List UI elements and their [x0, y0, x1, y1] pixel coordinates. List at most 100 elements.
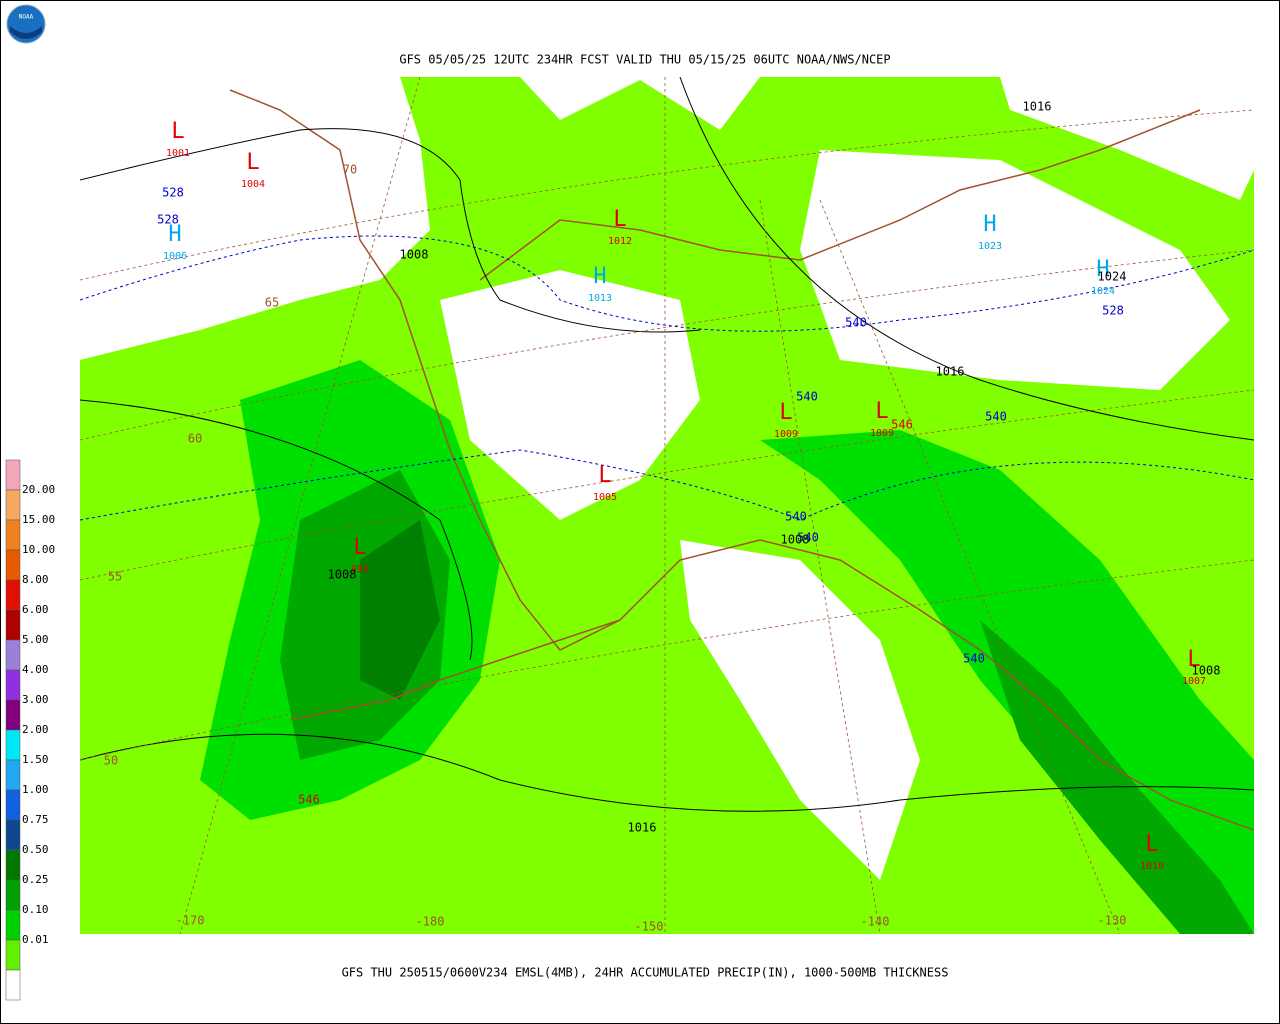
legend-label: 15.00 — [22, 513, 55, 526]
low-pressure: 1005 — [593, 492, 617, 503]
legend-label: 1.50 — [22, 753, 49, 766]
legend-label: 20.00 — [22, 483, 55, 496]
latitude-label: 50 — [104, 754, 118, 768]
longitude-label: -140 — [861, 915, 890, 929]
noaa-logo: NOAA — [6, 4, 46, 44]
latitude-line — [80, 249, 1254, 441]
dry-area — [800, 150, 1230, 390]
low-symbol: L — [598, 463, 611, 488]
precip-heavy — [980, 620, 1254, 934]
thickness-label: 540 — [796, 390, 818, 404]
longitude-label: -180 — [416, 915, 445, 929]
longitude-label: -150 — [635, 920, 664, 934]
longitude-line — [819, 199, 1121, 934]
low-pressure: 1004 — [241, 179, 265, 190]
map-area — [80, 77, 1254, 934]
low-symbol: L — [1187, 647, 1200, 672]
legend-swatch — [5, 909, 21, 941]
legend-swatch — [5, 969, 21, 1001]
isobar — [679, 77, 1254, 441]
legend-label: 0.25 — [22, 873, 49, 886]
dry-area — [80, 110, 230, 290]
longitude-label: -170 — [176, 914, 205, 928]
graticule — [80, 77, 1254, 934]
longitude-line — [759, 199, 881, 934]
thickness-label: 540 — [785, 510, 807, 524]
latitude-line — [80, 559, 1254, 761]
isobar — [80, 733, 1254, 812]
latitude-line — [80, 389, 1254, 581]
coastline — [229, 89, 1254, 831]
legend-swatch — [5, 459, 21, 491]
high-pressure: 1024 — [1091, 286, 1115, 297]
low-pressure: 1009 — [774, 429, 798, 440]
low-symbol: L — [779, 400, 792, 425]
thickness-label: 540 — [963, 652, 985, 666]
thickness-label: 528 — [157, 213, 179, 227]
legend-swatch — [5, 669, 21, 701]
legend-swatch — [5, 609, 21, 641]
legend-swatch — [5, 729, 21, 761]
longitude-line — [179, 77, 421, 934]
latitude-label: 65 — [265, 296, 279, 310]
low-pressure: 1009 — [870, 428, 894, 439]
precip-heaviest — [360, 520, 440, 700]
legend-label: 0.50 — [22, 843, 49, 856]
legend-swatch — [5, 489, 21, 521]
low-symbol: L — [613, 207, 626, 232]
legend-swatch — [5, 699, 21, 731]
isobar-label: 1016 — [936, 365, 965, 379]
legend-label: 3.00 — [22, 693, 49, 706]
isobar-label: 1008 — [328, 568, 357, 582]
coastline — [479, 109, 1201, 281]
legend: 20.00 15.00 10.00 8.00 6.00 5.00 4.00 3.00 2.00 1… — [5, 459, 55, 1001]
low-pressure: 999 — [351, 564, 369, 575]
map-caption: GFS THU 250515/0600V234 EMSL(4MB), 24HR … — [342, 966, 949, 980]
low-symbol: L — [1145, 832, 1158, 857]
thickness-line — [80, 235, 1254, 332]
low-pressure: 1001 — [166, 148, 190, 159]
legend-swatch — [5, 939, 21, 971]
legend-label: 8.00 — [22, 573, 49, 586]
longitude-label: -130 — [1098, 914, 1127, 928]
dry-area — [680, 540, 920, 880]
logo-text: NOAA — [19, 14, 34, 21]
legend-swatch — [5, 519, 21, 551]
thickness-label: 540 — [845, 316, 867, 330]
latitude-label: 55 — [108, 570, 122, 584]
thickness-label: 546 — [891, 418, 913, 432]
map-title: GFS 05/05/25 12UTC 234HR FCST VALID THU … — [399, 53, 890, 67]
high-symbol: H — [983, 212, 996, 237]
low-pressure: 1012 — [608, 236, 632, 247]
isobar — [80, 399, 473, 661]
thickness-label: 546 — [298, 793, 320, 807]
legend-label: 0.01 — [22, 933, 49, 946]
thickness-label: 540 — [985, 410, 1007, 424]
legend-swatch — [5, 849, 21, 881]
low-symbol: L — [875, 399, 888, 424]
latitude-label: 60 — [188, 432, 202, 446]
isobar-label: 1016 — [628, 821, 657, 835]
legend-swatch — [5, 579, 21, 611]
isobars — [80, 77, 1254, 812]
legend-label: 0.10 — [22, 903, 49, 916]
legend-label: 0.75 — [22, 813, 49, 826]
high-symbol: H — [1096, 257, 1109, 282]
low-symbol: L — [246, 150, 259, 175]
legend-label: 4.00 — [22, 663, 49, 676]
legend-label: 5.00 — [22, 633, 49, 646]
legend-label: 10.00 — [22, 543, 55, 556]
legend-swatch — [5, 789, 21, 821]
isobar-label: 1008 — [400, 248, 429, 262]
isobar-label: 1008 — [781, 533, 810, 547]
legend-swatch — [5, 639, 21, 671]
map-labels: L 1001 L 1004 L 1012 L 1005 L 1009 L 1009 L 999 L 1007 L… — [104, 100, 1221, 934]
legend-label: 6.00 — [22, 603, 49, 616]
high-pressure: 1023 — [978, 241, 1002, 252]
thickness-label: 528 — [162, 186, 184, 200]
coastlines — [229, 89, 1254, 831]
thickness-label: 540 — [797, 531, 819, 545]
latitude-line — [80, 109, 1254, 281]
